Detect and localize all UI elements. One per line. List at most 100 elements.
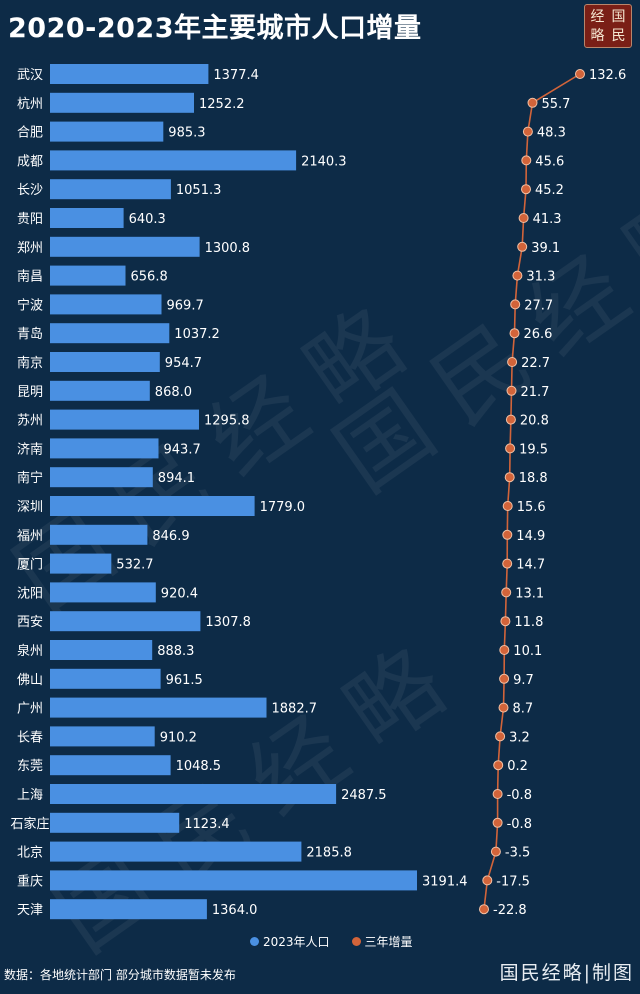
increase-point-label: 10.1 — [513, 644, 542, 659]
legend-item-increase: 三年增量 — [351, 933, 413, 950]
population-bar — [50, 870, 417, 891]
increase-point-label: 41.3 — [533, 212, 562, 227]
increase-point-label: 31.3 — [526, 270, 555, 285]
increase-point — [522, 126, 533, 137]
increase-point — [575, 69, 585, 79]
category-label: 合肥 — [17, 126, 43, 141]
category-label: 深圳 — [17, 500, 43, 515]
increase-point-label: 15.6 — [517, 500, 546, 515]
population-bar — [50, 496, 255, 516]
population-bar-label: 961.5 — [166, 673, 203, 688]
population-bar-label: 910.2 — [160, 730, 197, 745]
increase-point — [517, 241, 528, 252]
category-label: 南宁 — [17, 470, 43, 486]
population-bar-label: 1882.7 — [272, 702, 318, 717]
source-note: 数据：各地统计部门 部分城市数据暂未发布 — [4, 968, 236, 982]
increase-point-label: 55.7 — [542, 97, 571, 112]
category-label: 杭州 — [17, 97, 43, 112]
category-label: 武汉 — [17, 68, 43, 83]
population-bar — [50, 726, 155, 747]
increase-point-label: 45.6 — [535, 154, 564, 169]
population-bar — [50, 812, 180, 833]
increase-point — [504, 472, 515, 483]
footer-brand: 国民经略|制图 — [499, 962, 634, 984]
category-label: 西安 — [17, 615, 43, 630]
legend-swatch-increase — [351, 937, 361, 946]
increase-point — [490, 846, 501, 857]
population-bar — [50, 64, 209, 84]
increase-point-label: 18.8 — [519, 471, 548, 486]
population-bar — [50, 841, 302, 862]
category-label: 福州 — [17, 529, 43, 544]
population-bar-label: 1295.8 — [204, 414, 250, 429]
population-bar-label: 1364.0 — [212, 903, 258, 918]
increase-point — [499, 673, 510, 684]
population-bar-label: 1123.4 — [184, 817, 230, 832]
population-bar — [50, 92, 194, 113]
population-bar-label: 894.1 — [158, 471, 195, 486]
logo-char: 国 — [611, 8, 626, 25]
category-label: 天津 — [17, 903, 43, 918]
category-label: 郑州 — [17, 241, 43, 256]
population-bar-label: 920.4 — [161, 586, 198, 601]
increase-point-label: -0.8 — [507, 788, 532, 803]
logo-char: 民 — [611, 27, 626, 44]
increase-point — [495, 731, 506, 742]
population-bar-label: 1252.2 — [199, 97, 245, 112]
increase-point — [479, 904, 489, 915]
category-label: 石家庄 — [10, 816, 49, 832]
category-label: 昆明 — [17, 385, 43, 400]
population-bar — [50, 438, 159, 459]
increase-point-label: 22.7 — [521, 356, 550, 371]
population-bar — [50, 668, 161, 689]
category-label: 广州 — [17, 702, 43, 717]
population-bar — [50, 409, 199, 430]
population-bar — [50, 899, 207, 920]
population-bar-label: 954.7 — [165, 356, 202, 371]
category-label: 佛山 — [17, 673, 43, 688]
population-bar — [50, 208, 124, 228]
population-bar-label: 2185.8 — [306, 846, 352, 861]
population-bar — [50, 179, 171, 200]
population-bar-label: 969.7 — [167, 298, 204, 313]
population-bar — [50, 697, 267, 718]
population-bar-label: 1779.0 — [260, 500, 306, 515]
increase-point — [521, 184, 531, 195]
chart-legend: 2023年人口 三年增量 — [250, 933, 435, 950]
population-bar — [50, 294, 162, 315]
increase-point — [492, 789, 503, 799]
chart-title: 2020-2023年主要城市人口增量 — [8, 13, 422, 44]
increase-point-label: 48.3 — [537, 126, 566, 141]
category-label: 东莞 — [17, 759, 43, 774]
category-label: 泉州 — [17, 643, 43, 659]
legend-label-increase: 三年增量 — [364, 935, 413, 949]
population-bar-label: 656.8 — [131, 270, 168, 285]
increase-point — [505, 443, 516, 454]
increase-point — [501, 587, 512, 598]
legend-label-population: 2023年人口 — [263, 935, 330, 949]
increase-point-label: 21.7 — [521, 385, 550, 400]
population-bar — [50, 611, 201, 632]
increase-point — [527, 97, 538, 108]
population-bar — [50, 150, 297, 171]
increase-point — [499, 645, 510, 655]
increase-point-label: 11.8 — [514, 615, 543, 630]
increase-point — [500, 616, 511, 627]
population-bar-label: 640.3 — [129, 212, 166, 227]
category-label: 厦门 — [17, 558, 43, 573]
increase-point-label: 3.2 — [509, 730, 530, 745]
increase-series-line — [483, 73, 581, 910]
category-label: 长沙 — [17, 183, 43, 198]
population-bar — [50, 380, 150, 401]
category-label: 青岛 — [17, 326, 43, 342]
increase-point — [521, 155, 532, 166]
population-bar-label: 1377.4 — [213, 68, 259, 83]
population-bar-label: 1300.8 — [205, 241, 251, 256]
increase-point-label: 9.7 — [513, 673, 534, 688]
increase-point — [498, 702, 509, 713]
category-label: 沈阳 — [17, 586, 43, 601]
category-label: 济南 — [17, 441, 43, 457]
population-bar — [50, 784, 337, 804]
increase-point-label: 13.1 — [515, 586, 544, 601]
brand-logo: 经 国 略 民 — [584, 4, 632, 48]
